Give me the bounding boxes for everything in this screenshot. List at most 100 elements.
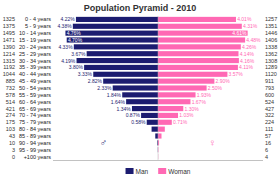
y-tick-label: 50 - 54 years <box>19 85 51 91</box>
data-label: 4.31% <box>243 23 258 29</box>
bar <box>141 113 158 118</box>
bar <box>158 99 190 104</box>
data-label: 4.19% <box>61 58 76 64</box>
count-label: 732 <box>6 85 15 91</box>
data-label: 1.67% <box>192 99 207 105</box>
data-label: 0.87% <box>126 112 141 118</box>
data-label: 4.61% <box>232 30 247 36</box>
bar <box>65 31 158 36</box>
count-label: 1351 <box>265 23 277 29</box>
data-label: 2.90% <box>216 78 231 84</box>
data-label: 2.50% <box>208 85 223 91</box>
data-label: 4.22% <box>61 16 76 22</box>
bar <box>76 17 158 22</box>
y-tick-label: 35 - 39 years <box>19 64 51 70</box>
count-label: 1192 <box>3 64 15 70</box>
zero-line <box>158 16 159 160</box>
bar <box>126 99 158 104</box>
y-tick-label: 85 - 89 years <box>19 133 51 139</box>
count-label: 1308 <box>265 58 277 64</box>
bar <box>113 85 158 90</box>
count-label: 514 <box>6 99 15 105</box>
bar <box>67 37 158 42</box>
legend-swatch <box>126 168 134 174</box>
count-label: 1044 <box>3 71 15 77</box>
data-label: 4.11% <box>239 64 253 70</box>
y-tick-label: 5 - 9 years <box>25 23 51 29</box>
y-tick-label: 90 - 94 years <box>19 140 51 146</box>
bar <box>158 79 214 84</box>
count-label: 885 <box>6 78 15 84</box>
bar <box>158 51 239 56</box>
bar <box>158 72 227 77</box>
y-tick-label: 0 - 4 years <box>25 16 51 22</box>
y-tick-label: 65 - 69 years <box>19 106 51 112</box>
data-label: 1.64% <box>111 99 126 105</box>
data-label: 4.16% <box>240 58 255 64</box>
bar <box>77 58 158 63</box>
bar <box>87 51 158 56</box>
count-label: 427 <box>265 106 274 112</box>
data-label: 4.38% <box>57 23 72 29</box>
data-label: 4.26% <box>242 44 257 50</box>
count-label: 1406 <box>265 37 277 43</box>
bar <box>103 79 158 84</box>
count-label: 322 <box>265 112 274 118</box>
count-label: 224 <box>265 119 274 125</box>
count-label: 1446 <box>265 30 277 36</box>
data-label: 4.48% <box>246 37 261 43</box>
bar <box>158 44 241 49</box>
data-label: 3.67% <box>71 51 86 57</box>
data-label: 3.57% <box>229 71 244 77</box>
bar <box>158 31 248 36</box>
count-label: 578 <box>6 92 15 98</box>
y-tick-label: 60 - 64 years <box>19 99 51 105</box>
bar <box>158 37 245 42</box>
count-label: 1471 <box>3 37 15 43</box>
bar <box>158 92 196 97</box>
bar <box>158 24 242 29</box>
count-label: 793 <box>265 85 274 91</box>
count-label: 1338 <box>265 44 277 50</box>
y-tick-label: 15 - 19 years <box>19 37 51 43</box>
bar <box>93 72 158 77</box>
x-axis <box>53 160 263 161</box>
y-tick-label: +100 years <box>24 154 52 160</box>
bars <box>65 17 247 159</box>
bar <box>147 120 158 125</box>
data-label: 2.33% <box>97 85 112 91</box>
legend-label: Woman <box>168 168 191 175</box>
count-label: 421 <box>6 106 15 112</box>
count-label: 57 <box>265 133 271 139</box>
data-label: 4.01% <box>237 16 252 22</box>
data-label: 4.14% <box>240 51 255 57</box>
bar <box>158 133 162 138</box>
count-label: 1289 <box>265 64 277 70</box>
count-label: 16 <box>265 140 271 146</box>
count-label: 1375 <box>3 23 15 29</box>
legend-label: Man <box>136 168 149 175</box>
data-label: 1.84% <box>107 92 122 98</box>
count-label: 43 <box>9 133 15 139</box>
bar <box>158 127 165 132</box>
data-label: 0.58% <box>131 119 146 125</box>
background <box>0 0 280 180</box>
bar <box>158 85 207 90</box>
data-label: 3.80% <box>69 64 84 70</box>
bar <box>152 127 158 132</box>
count-label: 4 <box>265 154 268 160</box>
bar <box>73 24 158 29</box>
y-tick-labels: +100 years95 - 99 years90 - 94 years85 -… <box>19 16 51 159</box>
y-tick-label: 55 - 59 years <box>19 92 51 98</box>
y-tick-label: 25 - 29 years <box>19 51 51 57</box>
count-label: 524 <box>265 99 274 105</box>
count-label: 1362 <box>265 51 277 57</box>
legend: Man Woman <box>126 168 191 175</box>
bar <box>84 65 158 70</box>
bar <box>132 106 158 111</box>
y-tick-label: 80 - 84 years <box>19 126 51 132</box>
bar <box>158 17 236 22</box>
count-label: 103 <box>6 126 15 132</box>
bar <box>155 133 158 138</box>
y-tick-label: 20 - 24 years <box>19 44 51 50</box>
